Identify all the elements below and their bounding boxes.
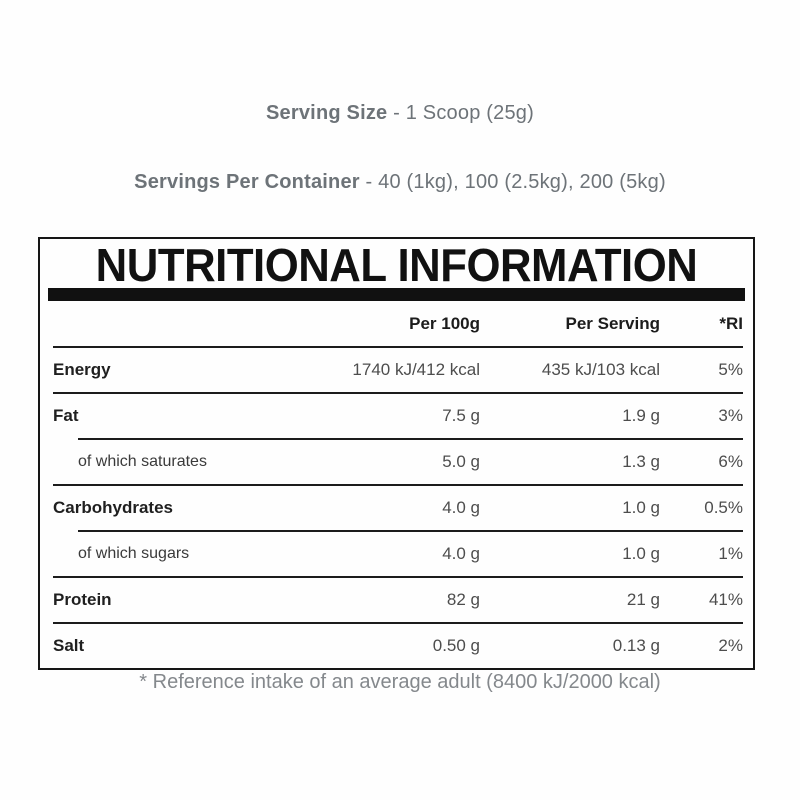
row-per-serving: 1.0 g <box>622 544 660 563</box>
row-per-100g: 4.0 g <box>442 544 480 563</box>
row-divider <box>53 484 743 486</box>
row-per-serving: 0.13 g <box>612 636 660 655</box>
row-label: Carbohydrates <box>53 498 173 517</box>
row-per-serving: 435 kJ/103 kcal <box>541 360 660 379</box>
row-per-serving: 21 g <box>626 590 660 609</box>
row-per-serving: 1.9 g <box>622 406 660 425</box>
row-divider <box>53 622 743 624</box>
header-per-serving: Per Serving <box>565 313 661 333</box>
row-divider <box>53 346 743 348</box>
table-header-row: Per 100g Per Serving *RI <box>40 301 753 346</box>
header-ri: *RI <box>719 313 743 333</box>
table-row-protein: Protein 82 g 21 g 41% <box>40 578 753 622</box>
row-label: Energy <box>53 360 111 379</box>
row-per-100g: 82 g <box>446 590 480 609</box>
row-label: Protein <box>53 590 112 609</box>
servings-per-container-line: Servings Per Container - 40 (1kg), 100 (… <box>0 171 800 194</box>
row-label: Salt <box>53 636 85 655</box>
title-divider-bar <box>48 288 745 301</box>
row-ri: 2% <box>718 636 743 655</box>
row-label: Fat <box>53 406 79 425</box>
table-row-fat: Fat 7.5 g 1.9 g 3% <box>40 394 753 438</box>
table-row-sugars: of which sugars 4.0 g 1.0 g 1% <box>40 532 753 576</box>
table-row-carbohydrates: Carbohydrates 4.0 g 1.0 g 0.5% <box>40 486 753 530</box>
row-ri: 0.5% <box>704 498 743 517</box>
row-ri: 5% <box>718 360 743 379</box>
row-ri: 41% <box>708 590 743 609</box>
row-ri: 6% <box>718 452 743 471</box>
row-ri: 3% <box>718 406 743 425</box>
row-divider-indented <box>78 438 743 440</box>
row-label: of which sugars <box>78 545 190 562</box>
nutrition-table: NUTRITIONAL INFORMATION Per 100g Per Ser… <box>38 237 755 670</box>
row-per-100g: 4.0 g <box>442 498 480 517</box>
row-divider <box>53 392 743 394</box>
table-row-energy: Energy 1740 kJ/412 kcal 435 kJ/103 kcal … <box>40 348 753 392</box>
serving-size-line: Serving Size - 1 Scoop (25g) <box>0 102 800 125</box>
row-ri: 1% <box>718 544 743 563</box>
row-per-100g: 5.0 g <box>442 452 480 471</box>
serving-size-value: - 1 Scoop (25g) <box>387 102 534 124</box>
table-row-saturates: of which saturates 5.0 g 1.3 g 6% <box>40 440 753 484</box>
servings-per-container-value: - 40 (1kg), 100 (2.5kg), 200 (5kg) <box>359 171 666 193</box>
row-divider <box>53 576 743 578</box>
row-per-100g: 0.50 g <box>432 636 480 655</box>
row-per-100g: 1740 kJ/412 kcal <box>352 360 480 379</box>
table-row-salt: Salt 0.50 g 0.13 g 2% <box>40 624 753 668</box>
row-per-serving: 1.0 g <box>622 498 660 517</box>
row-label: of which saturates <box>78 453 207 470</box>
nutrition-table-title: NUTRITIONAL INFORMATION <box>95 239 698 291</box>
row-per-serving: 1.3 g <box>622 452 660 471</box>
row-per-100g: 7.5 g <box>442 406 480 425</box>
reference-intake-footnote: * Reference intake of an average adult (… <box>139 671 661 693</box>
row-divider-indented <box>78 530 743 532</box>
serving-size-label: Serving Size <box>266 102 388 124</box>
servings-per-container-label: Servings Per Container <box>134 171 360 193</box>
header-per-100g: Per 100g <box>409 313 480 333</box>
